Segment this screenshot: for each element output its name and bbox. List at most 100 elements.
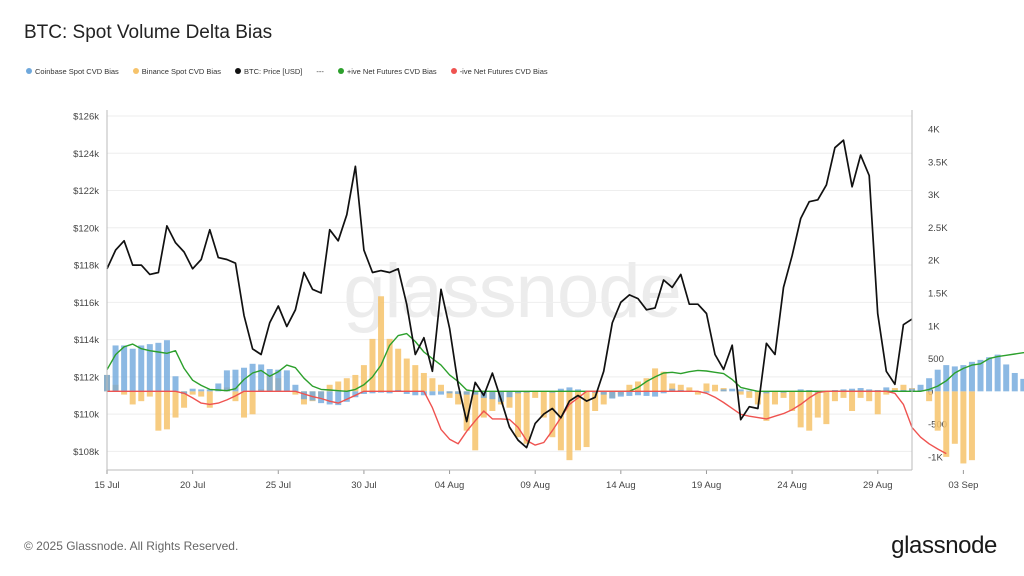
binance-bar [669,383,676,392]
price-line [106,139,913,449]
binance-bar [429,378,436,392]
coinbase-bar [249,363,256,392]
legend-item[interactable]: BTC: Price [USD] [235,67,302,76]
binance-bar [378,296,385,392]
coinbase-bar [223,370,230,392]
coinbase-bar [489,391,496,400]
binance-bar [292,391,299,395]
binance-bar [951,391,958,444]
coinbase-bar [403,391,410,394]
x-axis-ticks: 15 Jul 20 Jul 25 Jul 30 Jul 04 Aug 09 Aug 14 A… [94,470,978,491]
binance-bar [437,384,444,392]
left-tick-label: $118k [74,261,99,272]
binance-bar [694,391,701,395]
coinbase-bar [1011,372,1018,392]
coinbase-bar [617,391,624,397]
binance-bar [480,391,487,418]
coinbase-bar [446,391,453,394]
coinbase-bar [121,345,128,392]
binance-bar [446,391,453,398]
binance-bar [686,387,693,392]
binance-bar [814,391,821,418]
coinbase-bar [1003,364,1010,392]
coinbase-bar [266,369,273,392]
coinbase-bar [506,391,513,398]
coinbase-bar [198,389,205,392]
coinbase-bar [146,344,153,392]
coinbase-bar [172,376,179,392]
binance-bar [592,391,599,411]
coinbase-bar [318,391,325,404]
binance-bar [866,391,873,402]
binance-bar [823,391,830,425]
legend-swatch [132,68,139,74]
legend-item[interactable]: +ive Net Futures CVD Bias [337,67,437,76]
right-tick-label: -1K [928,452,943,463]
right-tick-label: 3.5K [928,157,948,168]
binance-bar [806,391,813,431]
binance-bar [455,391,462,405]
legend-item[interactable]: --- [316,67,324,76]
binance-bar [831,391,838,402]
coinbase-bar [292,384,299,392]
binance-bar [566,391,573,461]
binance-bar [968,391,975,461]
coinbase-bar [386,391,393,394]
legend-item[interactable]: Coinbase Spot CVD Bias [26,67,119,76]
binance-bar [891,388,898,392]
coinbase-bar [943,365,950,392]
binance-bar [771,391,778,405]
coinbase-bar [951,366,958,392]
coinbase-bar [566,387,573,392]
coinbase-bar [1020,378,1024,392]
binance-bar [960,391,967,464]
binance-bar [754,391,761,405]
coinbase-bar [275,369,282,392]
coinbase-bar [232,369,239,392]
glassnode-logo: glassnode [891,532,997,559]
right-tick-label: 2K [928,256,940,267]
left-tick-label: $112k [74,372,99,383]
coinbase-bar [746,390,753,392]
coinbase-bar [660,391,667,394]
coinbase-bar [652,391,659,397]
binance-bar [532,391,539,398]
binance-bar [121,391,128,395]
x-tick-label: 04 Aug [435,480,465,491]
binance-bar [926,391,933,402]
legend-swatch [337,68,344,74]
coinbase-bar [575,389,582,392]
binance-bar [600,391,607,405]
binance-bar [335,381,342,392]
coinbase-bar [849,388,856,392]
coinbase-bar [634,391,641,396]
binance-bar [206,391,213,408]
coinbase-bar [797,389,804,392]
binance-bar [395,348,402,392]
left-tick-label: $108k [73,447,99,458]
coinbase-bar [934,369,941,392]
binance-bar [763,391,770,421]
legend-item[interactable]: -ive Net Futures CVD Bias [450,67,548,76]
binance-bar [249,391,256,415]
binance-bar [181,391,188,408]
chart-legend: Coinbase Spot CVD Bias Binance Spot CVD B… [26,65,548,77]
legend-item[interactable]: Binance Spot CVD Bias [132,67,221,76]
left-tick-label: $124k [73,149,99,160]
binance-bar [874,391,881,415]
left-tick-label: $110k [74,410,99,421]
coinbase-bar [112,345,119,392]
coinbase-bar [326,391,333,405]
coinbase-bar [703,391,710,393]
binance-bar [737,391,744,395]
coinbase-bar [643,391,650,396]
coinbase-bar [866,389,873,392]
coinbase-bar [669,388,676,392]
x-tick-label: 25 Jul [266,480,291,491]
coinbase-bar [960,365,967,392]
binance-bar [163,391,170,430]
x-tick-label: 15 Jul [94,480,119,491]
x-tick-label: 20 Jul [180,480,205,491]
binance-bar [883,391,890,395]
binance-bar [369,338,376,392]
